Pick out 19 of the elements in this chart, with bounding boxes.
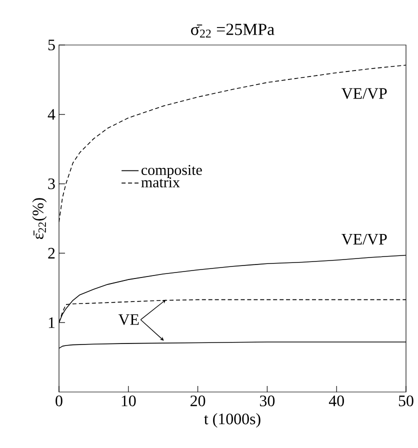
legend-label: matrix <box>141 177 180 188</box>
annotation: VE/VP <box>342 234 387 245</box>
y-axis-title: ε̄$_{22}$(%) <box>32 198 47 240</box>
y-tick-label: 3 <box>48 178 55 190</box>
y-tick-label: 4 <box>48 109 56 120</box>
y-tick-label: 2 <box>48 248 55 258</box>
annotation: VE/VP <box>342 88 387 99</box>
y-tick-label: 5 <box>48 40 55 50</box>
x-tick-label: 0 <box>56 396 62 406</box>
x-tick-label: 30 <box>260 396 275 406</box>
x-axis-title: t (1000s) <box>204 413 260 428</box>
chart-title: σ̄$_{22}$ =25MPa <box>191 24 274 38</box>
x-tick-label: 20 <box>190 396 206 406</box>
legend-label: composite <box>142 164 202 178</box>
annotation: VE <box>118 314 139 326</box>
x-tick-label: 10 <box>122 396 136 406</box>
x-tick-label: 50 <box>398 396 414 406</box>
x-tick-label: 40 <box>328 396 344 406</box>
y-tick-label: 1 <box>48 317 55 328</box>
